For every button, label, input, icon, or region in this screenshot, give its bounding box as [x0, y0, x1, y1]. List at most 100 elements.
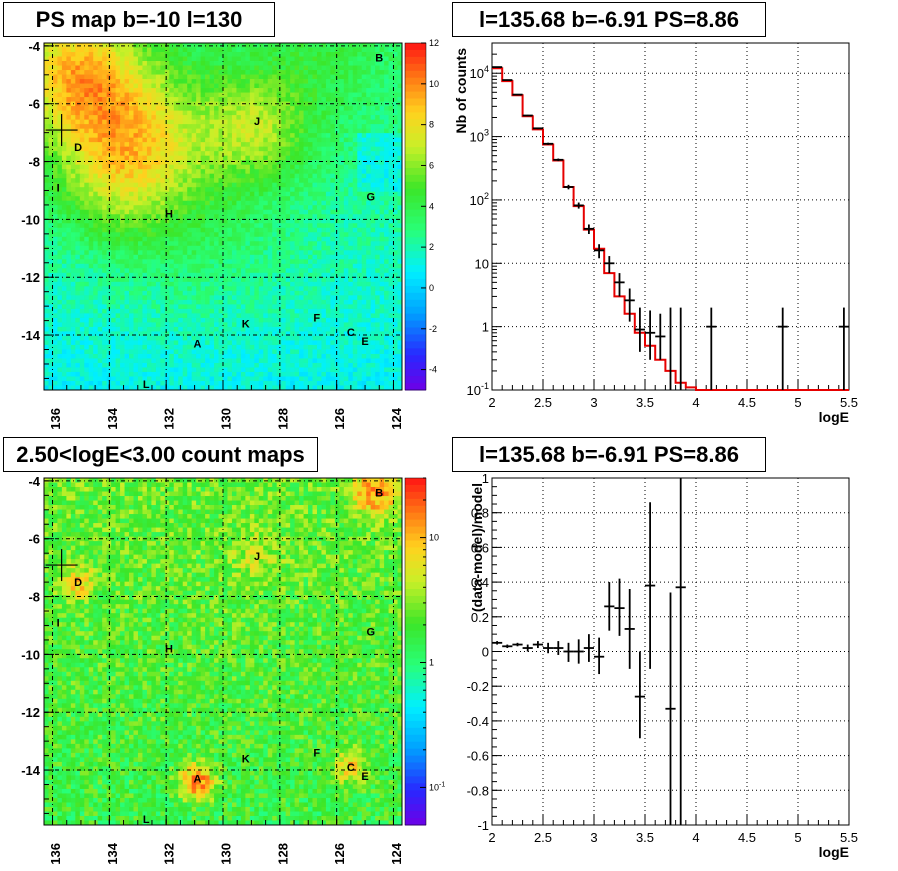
- ps-map-title: PS map b=-10 l=130: [3, 2, 275, 37]
- map-y-tick-label: -12: [21, 270, 40, 285]
- residual-data-point: [543, 642, 554, 654]
- spectrum-data-point: [543, 142, 554, 145]
- model-spectrum-line: [492, 67, 849, 391]
- residual-data-point: [522, 644, 533, 652]
- map-x-tick-label: 124: [389, 407, 404, 429]
- residual-data-point: [512, 642, 523, 647]
- residual-x-tick-label: 4.5: [738, 830, 756, 845]
- map-y-tick-label: -6: [28, 532, 40, 547]
- color-scale-label: 4: [429, 201, 434, 211]
- color-scale-label: 2: [429, 242, 434, 252]
- map-x-tick-label: 128: [275, 843, 290, 865]
- source-label-b: B: [375, 52, 383, 64]
- source-label-d: D: [74, 577, 82, 589]
- spectrum-data-point: [624, 288, 635, 322]
- color-scale-label: 1: [429, 657, 434, 667]
- color-scale-label: -4: [429, 365, 437, 375]
- spectrum-y-tick-label: 102: [470, 191, 489, 208]
- residual-data-point: [675, 478, 686, 825]
- spectrum-data-point: [634, 307, 645, 352]
- spectrum-data-point: [563, 184, 574, 190]
- spectrum-data-point: [604, 256, 615, 274]
- spectrum-x-tick-label: 5.5: [840, 395, 858, 410]
- spectrum-x-tick-label: 4.5: [738, 395, 756, 410]
- residual-y-axis-label: (data-model)/model: [469, 483, 485, 612]
- spectrum-data-point: [655, 313, 666, 360]
- residual-x-tick-label: 3: [590, 830, 597, 845]
- spectrum-x-tick-label: 5: [794, 395, 801, 410]
- source-label-g: G: [366, 191, 375, 203]
- residual-data-point: [614, 578, 625, 636]
- residual-y-tick-label: 0.8: [471, 506, 489, 521]
- source-label-f: F: [313, 748, 320, 760]
- color-scale-label: 10-1: [429, 781, 445, 792]
- residual-data-point: [665, 592, 676, 825]
- map-x-tick-label: 136: [48, 408, 63, 430]
- source-label-g: G: [366, 626, 375, 638]
- spectrum-x-tick-label: 3.5: [636, 395, 654, 410]
- map-y-tick-label: -10: [21, 647, 40, 662]
- color-scale-label: 8: [429, 120, 434, 130]
- map-x-tick-label: 126: [332, 843, 347, 865]
- color-scale-label: 10: [429, 79, 439, 89]
- map-x-tick-label: 132: [162, 408, 177, 430]
- map-x-tick-label: 132: [162, 843, 177, 865]
- residual-x-tick-label: 5.5: [840, 830, 858, 845]
- source-label-j: J: [254, 551, 260, 563]
- spectrum-data-point: [706, 307, 717, 390]
- residual-x-tick-label: 3.5: [636, 830, 654, 845]
- map-y-tick-label: -14: [21, 763, 41, 778]
- source-label-j: J: [254, 116, 260, 128]
- spectrum-title: l=135.68 b=-6.91 PS=8.86: [452, 2, 766, 37]
- color-scale-label: 6: [429, 160, 434, 170]
- spectrum-x-axis-label: logE: [819, 409, 849, 425]
- spectrum-data-point: [594, 244, 605, 259]
- color-scale-label: 12: [429, 38, 439, 48]
- map-x-tick-label: 128: [275, 408, 290, 430]
- map-y-tick-label: -8: [28, 590, 40, 605]
- residual-data-point: [604, 582, 615, 631]
- residual-data-point: [583, 634, 594, 662]
- map-y-tick-label: -14: [21, 328, 41, 343]
- residual-data-point: [532, 641, 543, 649]
- residual-x-tick-label: 5: [794, 830, 801, 845]
- spectrum-y-tick-label: 10: [475, 256, 489, 271]
- spectrum-data-point: [645, 310, 656, 360]
- source-label-h: H: [165, 209, 173, 221]
- spectrum-data-point: [512, 93, 523, 96]
- residual-y-tick-label: -0.8: [467, 783, 489, 798]
- map-x-tick-label: 130: [218, 843, 233, 865]
- residual-y-tick-label: 0.6: [471, 540, 489, 555]
- spectrum-y-tick-label: 103: [470, 128, 489, 145]
- residual-data-point: [492, 641, 503, 645]
- count-map-panel: 136 134 132 130 128 126 124 -4 -6 -8 -10 -12 -14 A B C D…: [21, 474, 445, 865]
- residual-x-tick-label: 4: [692, 830, 699, 845]
- spectrum-data-point: [553, 158, 564, 162]
- map-y-tick-label: -10: [21, 212, 40, 227]
- spectrum-x-tick-label: 3: [590, 395, 597, 410]
- source-label-a: A: [193, 339, 201, 351]
- spectrum-data-point: [492, 66, 503, 68]
- source-label-h: H: [165, 644, 173, 656]
- spectrum-x-tick-label: 4: [692, 395, 699, 410]
- source-label-e: E: [361, 336, 368, 348]
- residual-y-tick-label: 1: [482, 471, 489, 486]
- source-label-f: F: [313, 313, 320, 325]
- spectrum-y-tick-label: 104: [470, 64, 489, 81]
- spectrum-y-tick-label: 1: [482, 320, 489, 335]
- residual-y-tick-label: 0.2: [471, 610, 489, 625]
- source-label-a: A: [193, 774, 201, 786]
- map-y-tick-label: -4: [28, 39, 40, 54]
- spectrum-data-point: [614, 273, 625, 297]
- spectrum-data-point: [777, 307, 788, 390]
- source-label-k: K: [242, 753, 250, 765]
- heatmap-cells: [44, 43, 403, 391]
- residual-y-tick-label: -1: [477, 818, 489, 833]
- map-x-tick-label: 126: [332, 408, 347, 430]
- residual-x-tick-label: 2.5: [534, 830, 552, 845]
- residual-data-point: [573, 639, 584, 664]
- source-label-i: I: [57, 618, 60, 630]
- spectrum-y-tick-label: 10-1: [467, 381, 489, 398]
- map-x-tick-label: 134: [105, 407, 120, 429]
